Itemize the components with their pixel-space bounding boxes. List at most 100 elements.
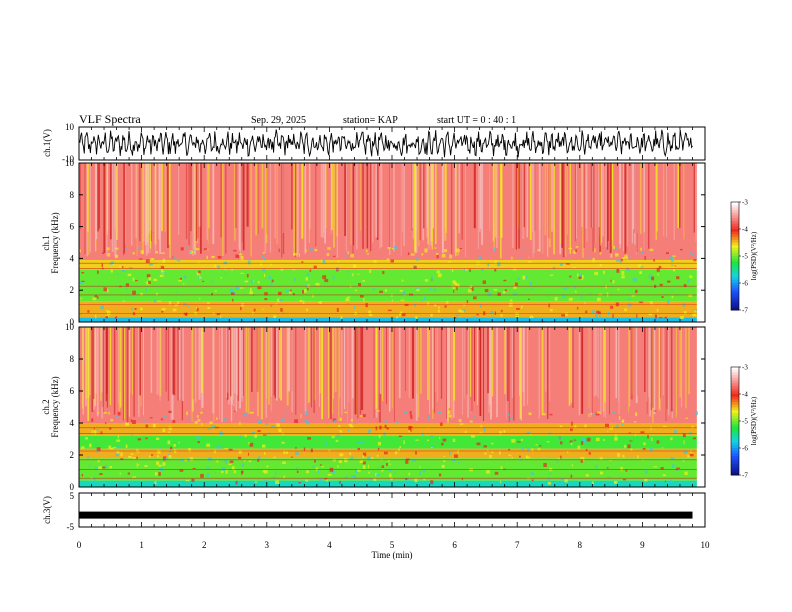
spectrogram-streak xyxy=(515,163,517,250)
spectrogram-speckle xyxy=(339,417,342,421)
spectrogram-ytick-label: 4 xyxy=(70,418,75,428)
spectrogram-speckle xyxy=(560,455,562,459)
spectrogram-speckle xyxy=(96,447,101,451)
spectrogram-speckle xyxy=(357,273,360,275)
spectrogram-speckle xyxy=(329,467,334,472)
spectrogram-speckle xyxy=(99,473,103,475)
spectrogram-speckle xyxy=(513,286,517,289)
ch2-spec-ylabel-channel: ch.2 xyxy=(41,399,51,414)
spectrogram-speckle xyxy=(410,415,413,419)
spectrogram-speckle xyxy=(152,423,156,428)
spectrogram-speckle xyxy=(621,270,625,275)
spectrogram-speckle xyxy=(369,269,372,273)
spectrogram-speckle xyxy=(136,451,140,453)
spectrogram-speckle xyxy=(521,446,524,451)
spectrogram-speckle xyxy=(263,480,265,482)
spectrogram-speckle xyxy=(650,426,652,430)
ch3-ylabel: ch.3(V) xyxy=(42,496,52,524)
spectrogram-speckle xyxy=(474,415,476,418)
spectrogram-speckle xyxy=(684,471,688,475)
spectrogram-streak xyxy=(309,163,311,230)
spectrogram-streak xyxy=(646,327,648,402)
spectrogram-streak xyxy=(522,327,525,392)
spectrogram-speckle xyxy=(116,439,121,442)
spectrogram-streak xyxy=(636,163,638,253)
spectrogram-speckle xyxy=(159,274,164,278)
spectrogram-speckle xyxy=(500,466,503,470)
spectrogram-band xyxy=(79,163,697,260)
colorbar-cell xyxy=(731,210,739,214)
spectrogram-speckle xyxy=(691,425,694,429)
spectrogram-speckle xyxy=(263,434,267,436)
spectrogram-speckle xyxy=(100,305,104,310)
spectrogram-speckle xyxy=(466,300,469,304)
spectrogram-speckle xyxy=(616,424,619,428)
spectrogram-speckle xyxy=(630,448,633,451)
spectrogram-speckle xyxy=(137,438,142,441)
spectrogram-streak xyxy=(313,327,316,401)
spectrogram-speckle xyxy=(189,417,192,419)
spectrogram-speckle xyxy=(336,434,340,437)
spectrogram-speckle xyxy=(668,479,672,484)
spectrogram-speckle xyxy=(151,454,154,456)
spectrogram-speckle xyxy=(520,439,523,441)
spectrogram-speckle xyxy=(614,481,618,484)
spectrogram-speckle xyxy=(305,277,308,281)
spectrogram-speckle xyxy=(264,470,268,474)
spectrogram-speckle xyxy=(628,255,630,258)
spectrogram-streak xyxy=(562,163,565,258)
spectrogram-speckle xyxy=(229,288,234,293)
spectrogram-speckle xyxy=(694,310,696,313)
spectrogram-streak xyxy=(582,163,584,258)
spectrogram-streak xyxy=(461,163,463,240)
spectrogram-speckle xyxy=(194,421,198,424)
spectrogram-speckle xyxy=(525,455,528,458)
spectrogram-streak xyxy=(103,163,106,253)
spectrogram-speckle xyxy=(315,282,320,286)
spectrogram-speckle xyxy=(292,269,296,271)
spectrogram-streak xyxy=(135,163,137,239)
spectrogram-speckle xyxy=(285,289,290,293)
spectrogram-streak xyxy=(607,163,609,241)
spectrogram-speckle xyxy=(607,430,609,432)
colorbar-cell xyxy=(731,204,739,208)
spectrogram-streak xyxy=(398,327,401,399)
spectrogram-speckle xyxy=(424,279,429,282)
spectrogram-speckle xyxy=(243,460,246,462)
colorbar-cell xyxy=(731,418,739,422)
spectrogram-speckle xyxy=(603,439,605,441)
spectrogram-speckle xyxy=(584,424,587,428)
spectrogram-streak xyxy=(615,327,617,399)
spectrogram-speckle xyxy=(459,481,462,483)
spectrogram-speckle xyxy=(412,459,416,462)
spectrogram-speckle xyxy=(275,480,280,484)
spectrogram-speckle xyxy=(443,460,446,462)
spectrogram-speckle xyxy=(148,277,152,281)
colorbar-cell xyxy=(731,399,739,403)
spectrogram-speckle xyxy=(280,418,285,422)
spectrogram-speckle xyxy=(322,275,327,280)
spectrogram-streak xyxy=(287,327,289,393)
spectrogram-speckle xyxy=(596,411,601,414)
spectrogram-streak xyxy=(330,327,332,420)
spectrogram-speckle xyxy=(249,442,254,447)
spectrogram-speckle xyxy=(487,292,492,297)
spectrogram-speckle xyxy=(156,461,160,465)
spectrogram-speckle xyxy=(350,254,354,258)
spectrogram-streak xyxy=(354,327,357,415)
spectrogram-streak xyxy=(592,163,594,252)
spectrogram-streak xyxy=(182,327,184,401)
ch3-ytick-min: -5 xyxy=(67,522,75,532)
x-tick-label: 0 xyxy=(77,540,82,550)
spectrogram-speckle xyxy=(432,288,437,291)
spectrogram-streak xyxy=(451,163,453,255)
spectrogram-streak xyxy=(206,163,208,240)
colorbar-cell xyxy=(731,448,739,452)
spectrogram-speckle xyxy=(409,411,412,415)
spectrogram-streak xyxy=(422,163,424,241)
spectrogram-speckle xyxy=(570,442,573,446)
spectrogram-speckle xyxy=(388,469,392,472)
spectrogram-streak xyxy=(581,163,583,227)
spectrogram-streak xyxy=(623,163,624,252)
spectrogram-speckle xyxy=(408,472,411,476)
